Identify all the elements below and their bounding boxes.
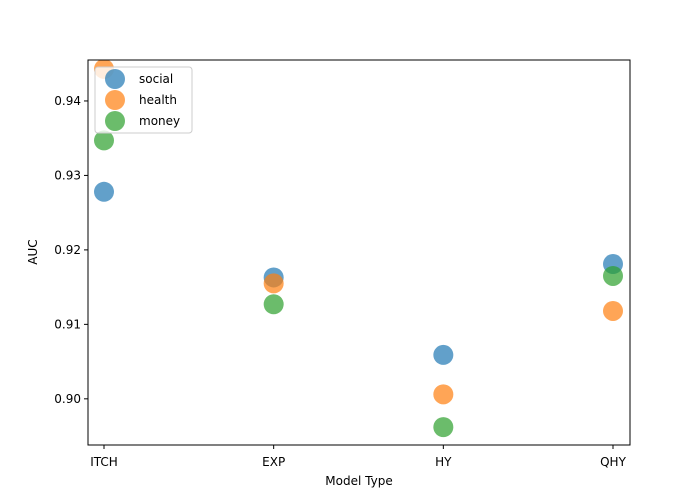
x-tick-label: ITCH (90, 455, 118, 469)
y-axis: 0.90 0.91 0.92 0.93 0.94 (54, 94, 88, 406)
data-point-money (263, 294, 284, 315)
data-point-money (94, 130, 114, 151)
legend-label-health: health (139, 93, 177, 107)
data-point-health (263, 273, 284, 294)
legend-marker-health (105, 90, 125, 110)
plot-frame (87, 59, 631, 446)
data-point-health (433, 384, 454, 405)
data-point-health (603, 300, 623, 321)
legend: social health money (94, 66, 193, 134)
y-tick-label: 0.94 (54, 94, 81, 108)
x-axis-title: Model Type (325, 474, 392, 488)
x-tick-label: HY (435, 455, 452, 469)
x-tick-label: QHY (600, 455, 626, 469)
legend-label-money: money (139, 114, 180, 128)
y-tick-label: 0.92 (54, 243, 81, 257)
legend-marker-money (105, 111, 125, 131)
y-tick-label: 0.90 (54, 392, 81, 406)
x-axis: ITCH EXP HY QHY (90, 445, 627, 469)
y-axis-title: AUC (26, 239, 40, 264)
y-tick-label: 0.93 (54, 168, 81, 182)
data-point-social (94, 181, 114, 202)
x-tick-label: EXP (262, 455, 285, 469)
legend-marker-social (105, 69, 125, 89)
legend-label-social: social (139, 72, 173, 86)
data-point-money (603, 265, 623, 286)
data-point-social (433, 344, 454, 365)
y-tick-label: 0.91 (54, 317, 81, 331)
data-point-money (433, 417, 454, 438)
